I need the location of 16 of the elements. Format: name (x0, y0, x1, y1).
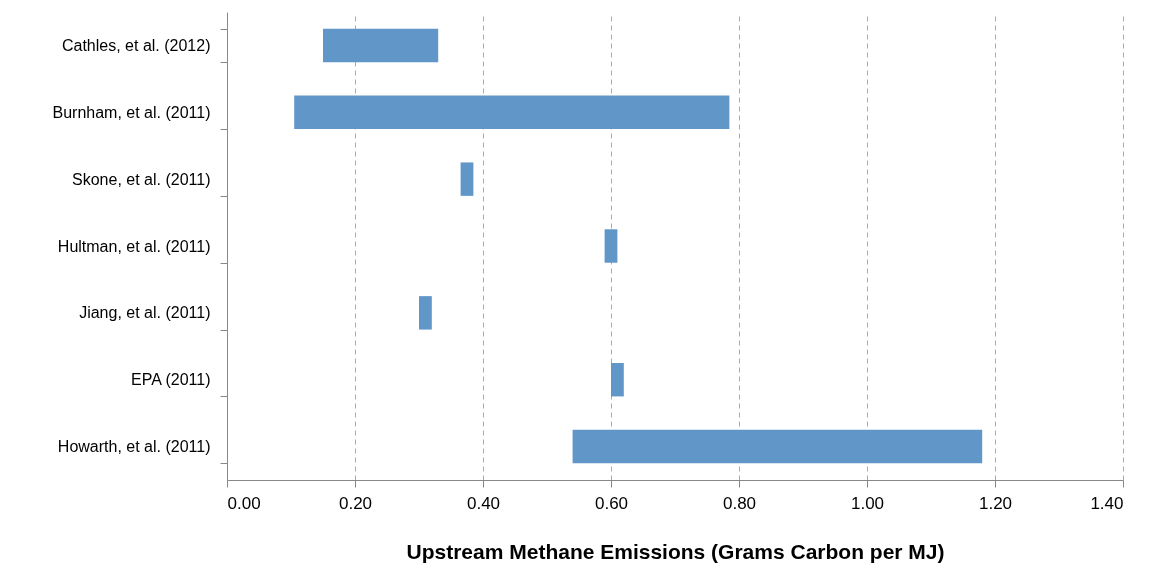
y-tick-label: Hultman, et al. (2011) (57, 237, 211, 255)
y-tick-label: Jiang, et al. (2011) (79, 304, 211, 322)
x-tick-label: 1.20 (978, 493, 1013, 513)
x-tick-label: 0.60 (594, 493, 629, 513)
y-tick-label: EPA (2011) (131, 371, 211, 389)
x-tick-label: 1.00 (850, 493, 885, 513)
x-tick-label: 0.00 (227, 493, 261, 513)
x-tick-label: 0.80 (722, 493, 757, 513)
y-tick-label: Howarth, et al. (2011) (57, 438, 211, 456)
y-tick-label: Cathles, et al. (2012) (61, 36, 211, 54)
x-tick-label: 1.40 (1090, 493, 1124, 513)
y-tick-label: Skone, et al. (2011) (72, 170, 211, 188)
x-tick-label: 0.40 (466, 493, 501, 513)
x-axis-title: Upstream Methane Emissions (Grams Carbon per MJ) (406, 539, 945, 563)
y-tick-label: Burnham, et al. (2011) (52, 103, 211, 121)
x-tick-label: 0.20 (338, 493, 373, 513)
